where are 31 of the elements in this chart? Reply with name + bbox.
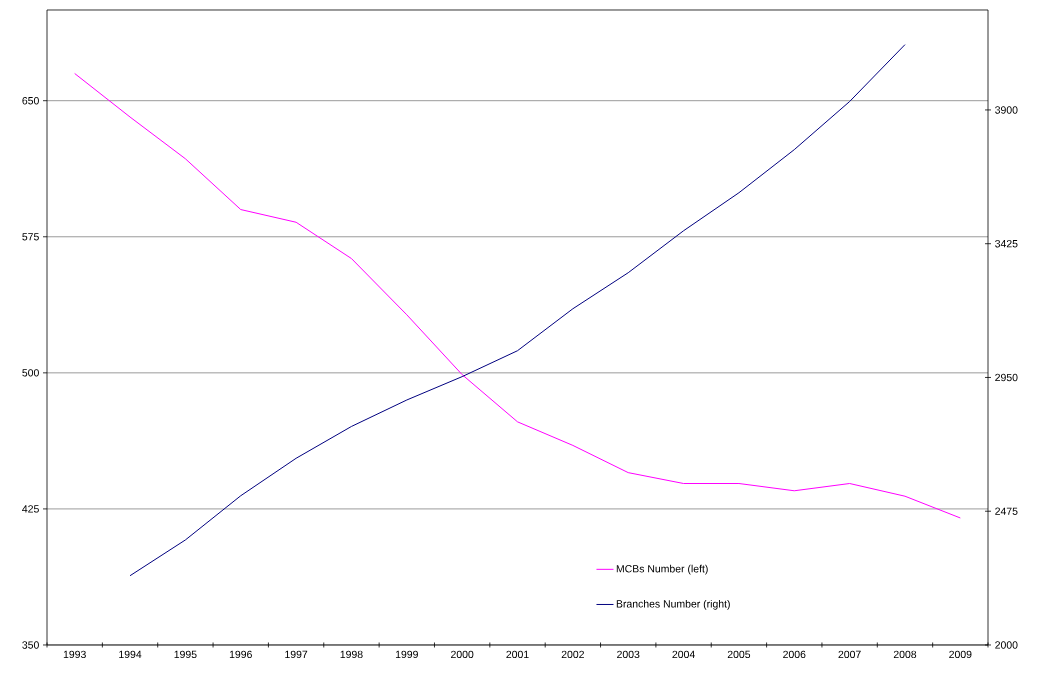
x-tick-label: 2004 <box>672 650 695 659</box>
x-tick-label: 1999 <box>395 650 418 659</box>
y-tick-label: 350 <box>22 641 39 649</box>
x-tick-label: 1993 <box>63 650 86 659</box>
x-tick-label: 2001 <box>506 650 529 659</box>
y-tick-label: 650 <box>22 97 39 105</box>
x-tick-label: 1994 <box>119 650 142 659</box>
x-tick-label: 2007 <box>838 650 861 659</box>
x-tick-label: 1996 <box>229 650 252 659</box>
legend-label: MCBs Number (left) <box>616 564 708 575</box>
y2-tick-label: 3900 <box>995 106 1018 114</box>
x-tick-label: 2005 <box>727 650 751 659</box>
y2-tick-label: 2000 <box>995 641 1018 649</box>
x-tick-label: 2006 <box>783 650 806 659</box>
x-tick-label: 1998 <box>340 650 363 659</box>
y2-tick-label: 3425 <box>995 240 1018 248</box>
x-tick-label: 1995 <box>174 650 197 659</box>
x-tick-label: 1997 <box>285 650 308 659</box>
x-tick-label: 2009 <box>949 650 972 659</box>
y-tick-label: 500 <box>22 369 39 377</box>
x-tick-label: 2002 <box>561 650 584 659</box>
x-tick-label: 2003 <box>617 650 640 659</box>
y-tick-label: 425 <box>22 505 39 513</box>
x-tick-label: 2008 <box>893 650 917 659</box>
x-tick-label: 2000 <box>451 650 474 659</box>
legend-label: Branches Number (right) <box>616 599 730 610</box>
y2-tick-label: 2950 <box>995 373 1018 382</box>
line-series <box>129 44 906 577</box>
y-tick-label: 575 <box>22 233 39 241</box>
y2-tick-label: 2475 <box>995 507 1018 515</box>
line-series <box>74 72 961 519</box>
